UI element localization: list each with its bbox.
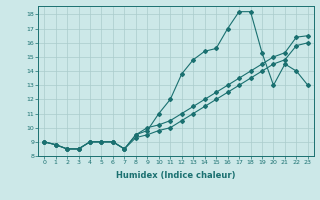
X-axis label: Humidex (Indice chaleur): Humidex (Indice chaleur) — [116, 171, 236, 180]
